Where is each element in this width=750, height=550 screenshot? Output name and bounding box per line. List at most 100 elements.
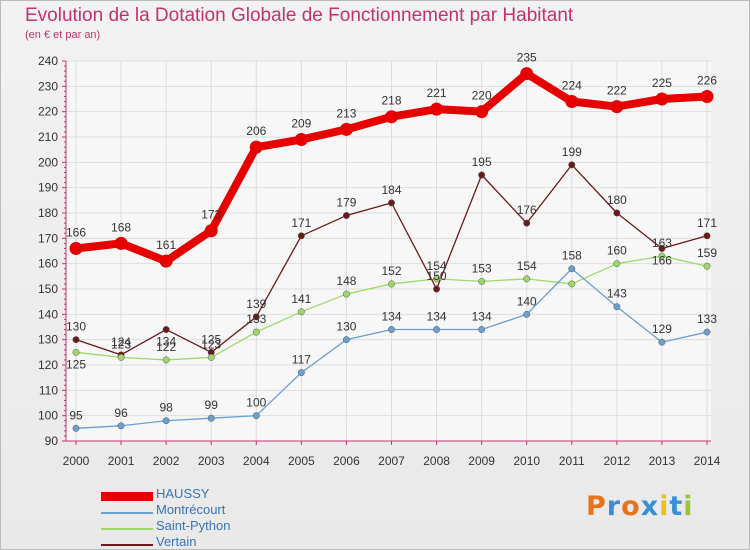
data-point <box>69 241 83 255</box>
data-label: 206 <box>246 124 266 138</box>
data-label: 180 <box>607 193 627 207</box>
data-point <box>703 262 711 270</box>
data-label: 222 <box>607 84 627 98</box>
data-label: 125 <box>66 357 86 371</box>
x-tick-label: 2013 <box>649 454 676 468</box>
data-point <box>249 140 263 154</box>
data-point <box>342 212 350 219</box>
data-label: 98 <box>159 401 173 415</box>
data-label: 171 <box>291 216 311 230</box>
logo-letter: P <box>586 491 607 522</box>
y-tick-label: 120 <box>38 358 58 372</box>
logo-letter: i <box>683 491 694 522</box>
data-label: 123 <box>201 337 221 351</box>
data-label: 168 <box>111 220 131 234</box>
x-tick-label: 2003 <box>198 454 225 468</box>
legend-label: HAUSSY <box>156 486 210 501</box>
data-point <box>114 236 128 250</box>
x-tick-label: 2002 <box>153 454 180 468</box>
data-label: 209 <box>291 117 311 131</box>
data-point <box>478 171 486 179</box>
y-tick-label: 190 <box>38 181 58 195</box>
y-tick-label: 210 <box>38 130 58 144</box>
data-label: 148 <box>336 274 356 288</box>
data-point <box>703 328 711 336</box>
logo-letter: o <box>621 491 641 522</box>
y-tick-label: 90 <box>45 434 59 448</box>
y-tick-label: 110 <box>39 383 58 397</box>
data-label: 220 <box>472 89 492 103</box>
y-tick-label: 230 <box>38 79 58 93</box>
data-label: 134 <box>381 310 401 324</box>
data-label: 133 <box>246 312 266 326</box>
x-tick-label: 2008 <box>423 454 450 468</box>
data-label: 134 <box>427 310 447 324</box>
data-point <box>117 353 125 361</box>
legend-label: Vertain <box>156 534 197 549</box>
data-point <box>252 328 260 336</box>
legend-swatch <box>101 492 153 501</box>
data-label: 122 <box>156 340 176 354</box>
logo-letter: i <box>659 491 670 522</box>
data-point <box>565 95 579 109</box>
data-point <box>72 336 80 344</box>
y-tick-label: 100 <box>38 409 58 423</box>
data-point <box>478 277 486 285</box>
data-point <box>475 105 489 119</box>
x-tick-label: 2005 <box>288 454 315 468</box>
x-tick-label: 2000 <box>63 454 90 468</box>
data-label: 218 <box>381 94 401 108</box>
data-point <box>162 326 170 333</box>
legend-swatch <box>101 544 153 546</box>
data-point <box>523 275 531 283</box>
data-point <box>207 353 215 361</box>
data-point <box>207 414 215 422</box>
data-point <box>568 265 576 273</box>
y-tick-label: 240 <box>38 54 58 68</box>
data-point <box>520 67 534 81</box>
data-point <box>388 280 395 288</box>
y-tick-label: 200 <box>38 155 58 169</box>
data-label: 153 <box>472 261 492 275</box>
data-point <box>388 326 395 333</box>
data-point <box>478 326 486 333</box>
logo-letter: t <box>669 491 684 522</box>
x-tick-label: 2006 <box>333 454 360 468</box>
x-tick-label: 2011 <box>559 454 585 468</box>
data-point <box>433 285 441 293</box>
data-point <box>385 110 398 124</box>
legend-swatch <box>101 528 153 530</box>
x-tick-label: 2001 <box>108 454 135 468</box>
data-label: 225 <box>652 76 672 90</box>
data-point <box>658 252 666 260</box>
data-label: 99 <box>205 398 219 412</box>
data-label: 134 <box>472 310 492 324</box>
data-label: 154 <box>517 259 537 273</box>
data-point <box>294 133 308 147</box>
data-label: 161 <box>156 238 176 252</box>
proxiti-logo: Proxiti <box>586 491 694 522</box>
chart-subtitle: (en € et par an) <box>25 29 101 41</box>
chart-title: Evolution de la Dotation Globale de Fonc… <box>25 5 574 26</box>
x-tick-label: 2010 <box>513 454 540 468</box>
data-label: 226 <box>697 73 717 87</box>
data-point <box>613 303 621 311</box>
line-chart: 90 100 110 120 130 140 150 160 170 180 190 200 210 22… <box>38 51 721 468</box>
legend-label: Saint-Python <box>156 518 231 533</box>
y-tick-label: 150 <box>38 282 58 296</box>
data-point <box>297 232 305 240</box>
data-label: 130 <box>66 320 86 334</box>
data-point <box>613 209 621 217</box>
data-point <box>658 245 666 252</box>
data-point <box>610 100 624 114</box>
data-point <box>162 417 170 425</box>
data-point <box>297 369 305 377</box>
data-label: 130 <box>336 320 356 334</box>
logo-letter: r <box>606 491 622 522</box>
data-label: 124 <box>111 335 131 349</box>
data-point <box>252 412 260 420</box>
plot-area <box>66 61 711 441</box>
data-label: 166 <box>652 253 672 267</box>
y-tick-label: 160 <box>38 257 58 271</box>
data-label: 139 <box>246 297 266 311</box>
